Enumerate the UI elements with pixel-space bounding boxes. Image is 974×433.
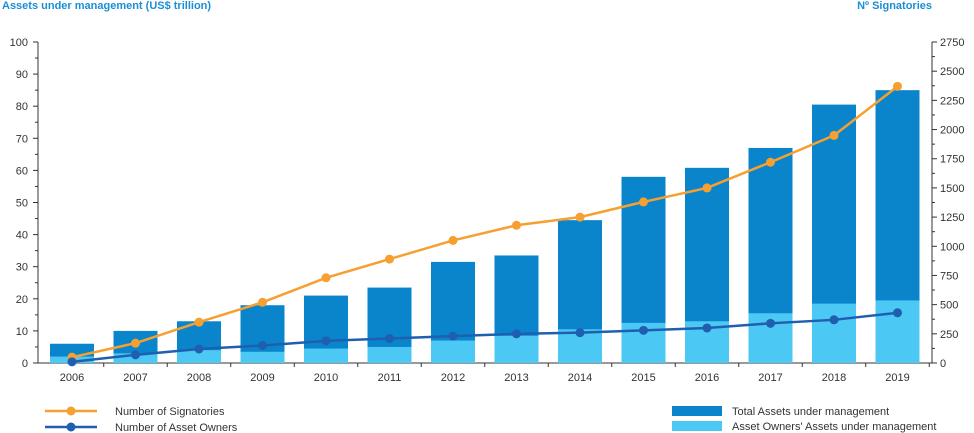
asset-owners-point: [67, 357, 77, 367]
asset-owners-point: [766, 318, 775, 328]
signatories-line: [71, 85, 899, 359]
right-tick-label: 1250: [940, 212, 964, 224]
right-tick-label: 2500: [940, 66, 964, 78]
signatories-point: [702, 183, 712, 193]
signatories-point: [893, 81, 902, 91]
x-tick-label: 2019: [885, 372, 909, 384]
left-tick-label: 20: [16, 294, 28, 306]
x-tick-label: 2017: [758, 372, 782, 384]
asset-owners-line: [71, 311, 898, 364]
x-tick-label: 2014: [568, 372, 592, 384]
left-tick-label: 30: [16, 262, 28, 274]
right-tick-label: 2000: [940, 125, 964, 137]
left-tick-label: 70: [16, 133, 28, 145]
bar-owners-aum: [494, 335, 539, 363]
asset-owners-point: [385, 333, 394, 343]
left-tick-label: 40: [16, 230, 28, 242]
x-tick-label: 2011: [378, 372, 402, 384]
right-tick-label: 500: [940, 300, 958, 312]
x-tick-label: 2015: [631, 372, 655, 384]
bar-owners-aum: [304, 348, 348, 363]
x-tick-label: 2012: [441, 372, 465, 384]
left-axis-title: Assets under management (US$ trillion): [2, 0, 212, 12]
legend-asset-owners-marker: [66, 422, 76, 432]
legend-asset-owners-label: Number of Asset Owners: [115, 422, 238, 433]
signatories-point: [829, 130, 839, 140]
left-tick-label: 50: [16, 198, 28, 210]
x-tick-label: 2010: [314, 372, 338, 384]
bar-owners-aum: [240, 351, 285, 363]
asset-owners-point: [194, 344, 204, 354]
signatories-point: [512, 220, 521, 230]
x-tick-label: 2018: [822, 372, 846, 384]
legend-signatories-marker: [66, 406, 76, 416]
asset-owners-point: [321, 336, 331, 346]
right-tick-label: 1000: [940, 241, 964, 253]
legend-owners-aum-swatch: [672, 421, 722, 431]
bar-owners-aum: [431, 340, 475, 363]
signatories-point: [131, 338, 140, 348]
bar-owners-aum: [812, 303, 856, 363]
x-tick-label: 2008: [187, 372, 211, 384]
left-tick-label: 60: [16, 165, 28, 177]
signatories-point: [448, 235, 458, 245]
asset-owners-point: [639, 325, 648, 335]
x-tick-label: 2007: [123, 372, 147, 384]
asset-owners-point: [512, 329, 521, 339]
left-tick-label: 10: [16, 326, 28, 338]
x-tick-label: 2009: [250, 372, 274, 384]
signatories-point: [385, 254, 394, 264]
right-tick-label: 0: [940, 358, 946, 370]
asset-owners-point: [893, 308, 902, 318]
signatories-point: [639, 197, 648, 207]
x-tick-label: 2013: [504, 372, 528, 384]
signatories-point: [575, 212, 585, 222]
right-axis-title: Nº Signatories: [857, 0, 932, 12]
asset-owners-point: [131, 350, 140, 360]
left-tick-label: 0: [22, 358, 28, 370]
signatories-point: [766, 157, 775, 167]
asset-owners-point: [258, 340, 267, 350]
legend-total-aum-swatch: [672, 406, 722, 416]
right-tick-label: 2250: [940, 95, 964, 107]
left-tick-label: 80: [16, 101, 28, 113]
right-tick-label: 250: [940, 329, 958, 341]
asset-owners-point: [702, 323, 712, 333]
right-tick-label: 1500: [940, 183, 964, 195]
legend-owners-aum-label: Asset Owners' Assets under management: [732, 421, 936, 433]
right-tick-label: 2750: [940, 37, 964, 49]
bar-owners-aum: [177, 350, 221, 363]
legend-total-aum-label: Total Assets under management: [732, 406, 889, 418]
right-tick-label: 1750: [940, 154, 964, 166]
asset-owners-point: [829, 315, 839, 325]
right-tick-label: 750: [940, 270, 958, 282]
legend-signatories-label: Number of Signatories: [115, 406, 225, 418]
x-tick-label: 2016: [695, 372, 719, 384]
left-tick-label: 90: [16, 69, 28, 81]
asset-owners-point: [448, 331, 458, 341]
bar-owners-aum: [367, 346, 412, 363]
asset-owners-point: [575, 328, 585, 338]
signatories-point: [194, 317, 204, 327]
left-tick-label: 100: [10, 37, 28, 49]
signatories-point: [321, 273, 331, 283]
x-tick-label: 2006: [60, 372, 84, 384]
signatories-point: [258, 297, 267, 307]
